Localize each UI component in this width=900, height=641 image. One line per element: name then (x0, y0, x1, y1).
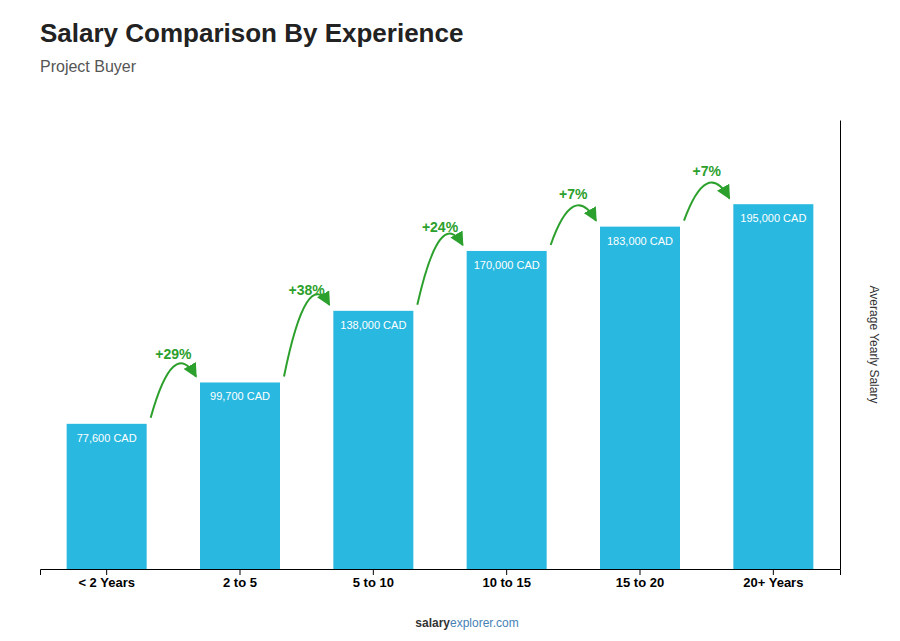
watermark: salaryexplorer.com (415, 616, 518, 630)
x-axis-line (41, 570, 841, 576)
plot-area (67, 204, 814, 569)
x-tick-mark (240, 569, 241, 575)
arrow (151, 363, 196, 418)
annotation: +24% (422, 219, 459, 235)
y-axis (840, 121, 841, 570)
x-tick-label: 5 to 10 (353, 575, 394, 590)
annotations: +29% +38% +24% +7% +7% (151, 163, 730, 418)
annotation: +7% (692, 163, 721, 179)
arrow (684, 183, 729, 221)
x-tick-mark (640, 569, 641, 575)
x-tick: 2 to 5 (223, 569, 257, 590)
x-tick-label: 15 to 20 (616, 575, 664, 590)
data-label: 183,000 CAD (607, 235, 673, 247)
x-tick-mark (106, 569, 107, 575)
x-tick-label: < 2 Years (78, 575, 135, 590)
chart: Salary Comparison By Experience Project B… (0, 0, 900, 641)
bar (600, 227, 680, 569)
annotation: +29% (155, 346, 192, 362)
y-axis-line (840, 121, 841, 570)
x-tick-mark (506, 569, 507, 575)
x-axis: < 2 Years 2 to 5 5 to 10 10 to 15 15 to 20 20… (41, 569, 841, 590)
bar (467, 251, 547, 569)
x-tick-mark (373, 569, 374, 575)
watermark-normal: explorer.com (450, 616, 519, 630)
annotation: +38% (289, 282, 326, 298)
data-label: 77,600 CAD (77, 432, 137, 444)
x-tick-label: 20+ Years (743, 575, 803, 590)
x-tick-mark (773, 569, 774, 575)
title: Salary Comparison By Experience (40, 18, 463, 48)
x-tick: 10 to 15 (482, 569, 530, 590)
arrow (284, 294, 329, 376)
annotation: +7% (559, 186, 588, 202)
data-label: 195,000 CAD (740, 212, 806, 224)
bar (200, 382, 280, 569)
watermark-bold: salary (415, 616, 450, 630)
bar (333, 311, 413, 569)
x-tick-label: 10 to 15 (482, 575, 530, 590)
y-axis-label: Average Yearly Salary (867, 286, 881, 404)
data-label: 138,000 CAD (340, 319, 406, 331)
x-tick: < 2 Years (78, 569, 135, 590)
data-label: 99,700 CAD (210, 390, 270, 402)
bar (67, 424, 147, 569)
subtitle: Project Buyer (40, 58, 137, 75)
bar (733, 204, 813, 569)
data-labels: 77,600 CAD 99,700 CAD 138,000 CAD 170,000 C… (77, 212, 807, 444)
x-tick: 20+ Years (743, 569, 803, 590)
arrow (417, 234, 462, 305)
x-tick-label: 2 to 5 (223, 575, 257, 590)
x-tick: 5 to 10 (353, 569, 394, 590)
data-label: 170,000 CAD (474, 259, 540, 271)
arrow (551, 205, 596, 245)
x-tick: 15 to 20 (616, 569, 664, 590)
